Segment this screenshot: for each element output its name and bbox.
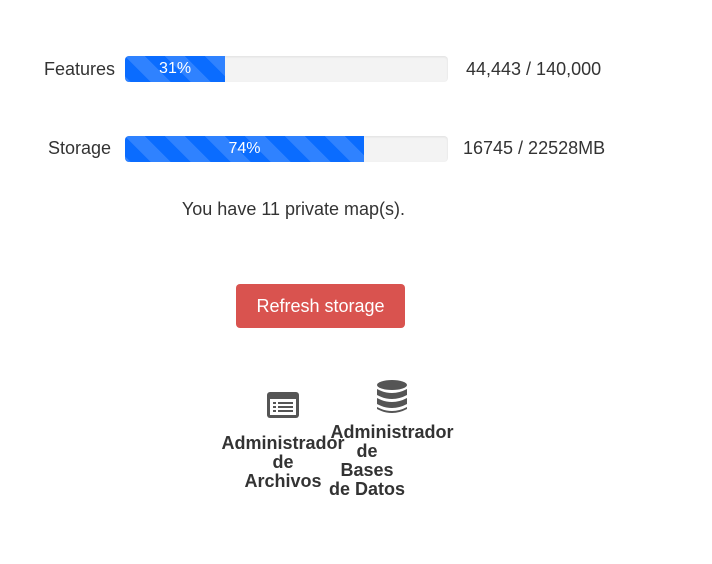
storage-value: 16745 / 22528MB xyxy=(463,138,606,158)
refresh-storage-button[interactable]: Refresh storage xyxy=(236,284,405,328)
tool-label-line: Administrador xyxy=(221,433,345,453)
storage-progress-bar: 74% xyxy=(125,136,448,162)
file-manager-link[interactable]: Administrador de Archivos xyxy=(213,392,353,491)
storage-label: Storage xyxy=(47,138,111,158)
tool-label-line: de xyxy=(356,441,378,461)
tool-label-line: de Datos xyxy=(328,479,406,499)
tool-label-line: de xyxy=(272,452,294,472)
features-progress-bar: 31% xyxy=(125,56,448,82)
private-maps-text: You have 11 private map(s). xyxy=(181,199,406,219)
features-label: Features xyxy=(43,59,115,79)
database-icon xyxy=(377,380,407,413)
file-list-icon xyxy=(267,392,299,418)
tool-label-line: Administrador xyxy=(330,422,454,442)
tool-label-line: Archivos xyxy=(244,471,322,491)
database-manager-link[interactable]: Administrador de Bases de Datos xyxy=(322,380,462,499)
features-value: 44,443 / 140,000 xyxy=(466,59,602,79)
tool-label-line: Bases xyxy=(340,460,394,480)
features-progress-fill: 31% xyxy=(125,56,226,82)
storage-progress-fill: 74% xyxy=(125,136,365,162)
